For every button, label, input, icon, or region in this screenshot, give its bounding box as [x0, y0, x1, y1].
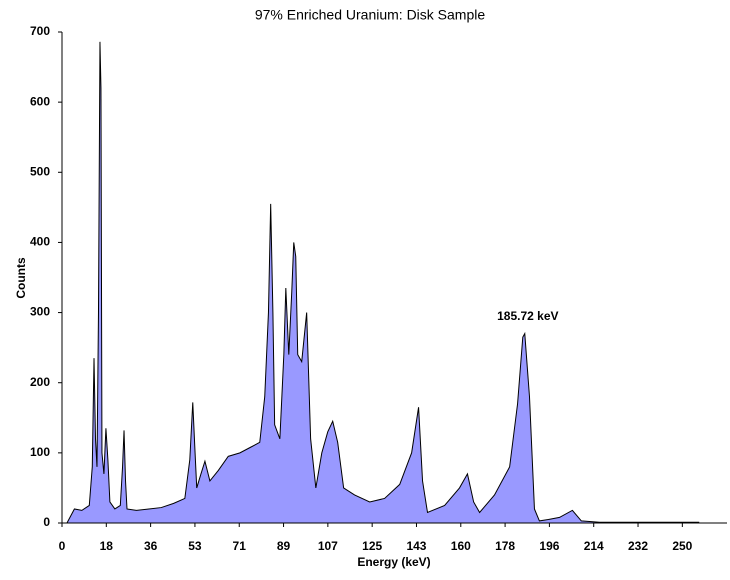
- area: [62, 41, 700, 523]
- y-tick-label: 0: [43, 515, 50, 529]
- x-tick-label: 53: [188, 539, 202, 553]
- y-tick-label: 200: [30, 375, 50, 389]
- y-tick-label: 600: [30, 94, 50, 108]
- x-tick-label: 232: [628, 539, 648, 553]
- x-tick-label: 125: [362, 539, 382, 553]
- x-tick-label: 214: [584, 539, 604, 553]
- x-tick-label: 71: [233, 539, 247, 553]
- x-tick-label: 178: [495, 539, 515, 553]
- x-tick-label: 250: [672, 539, 692, 553]
- x-tick-label: 36: [144, 539, 158, 553]
- y-tick-label: 400: [30, 235, 50, 249]
- x-tick-label: 196: [539, 539, 559, 553]
- y-tick-label: 700: [30, 24, 50, 38]
- x-tick-label: 143: [406, 539, 426, 553]
- x-tick-label: 107: [318, 539, 338, 553]
- x-tick-label: 89: [277, 539, 291, 553]
- y-tick-label: 100: [30, 445, 50, 459]
- x-axis-label: Energy (keV): [357, 555, 430, 569]
- y-tick-label: 500: [30, 164, 50, 178]
- chart-title: 97% Enriched Uranium: Disk Sample: [255, 7, 486, 23]
- x-tick-label: 18: [100, 539, 114, 553]
- y-tick-label: 300: [30, 305, 50, 319]
- annotation: 185.72 keV: [497, 309, 558, 323]
- x-tick-label: 160: [451, 539, 471, 553]
- y-axis-label: Counts: [14, 257, 28, 299]
- x-tick-label: 0: [59, 539, 66, 553]
- spectrum-line: [62, 41, 700, 524]
